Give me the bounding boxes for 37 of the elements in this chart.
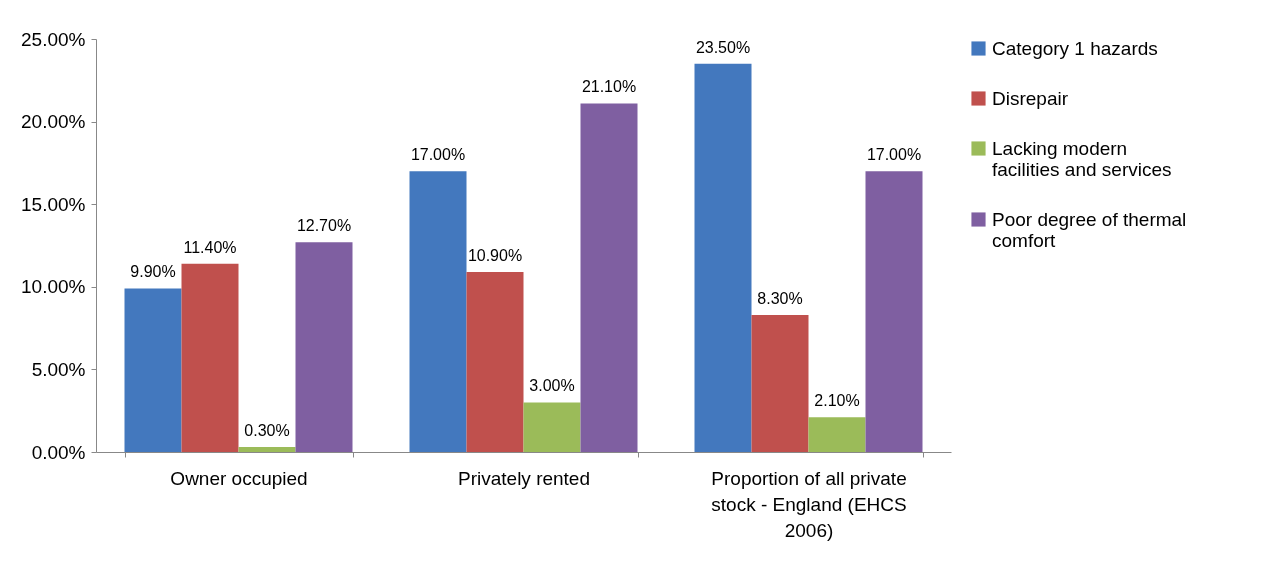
data-label: 2.10% [814,392,860,410]
bar [124,288,182,452]
y-tick-label: 25.00% [21,28,86,50]
data-label: 10.90% [467,246,523,264]
legend-label: Lacking modern facilities and services [992,137,1172,180]
x-tick-label: Proportion of all private stock - England (EHCS 2006) [711,467,907,541]
bar [580,103,638,452]
x-tick-label: Privately rented [457,467,591,489]
data-label: 17.00% [866,146,922,164]
bar [523,402,581,452]
y-tick-label: 10.00% [21,276,86,298]
bar [751,314,809,452]
bar [295,242,353,452]
data-label: 17.00% [410,146,466,164]
bar [181,263,239,452]
data-label: 23.50% [695,38,751,56]
y-tick-label: 5.00% [31,358,86,380]
bar [238,447,296,452]
bar [808,417,866,452]
data-label: 12.70% [296,217,352,235]
legend-label: Poor degree of thermal comfort [992,208,1187,251]
data-label: 21.10% [581,78,637,96]
bar [865,171,923,452]
bar [466,271,524,452]
legend-label: Category 1 hazards [992,37,1158,59]
y-tick-label: 0.00% [31,441,86,463]
data-label: 3.00% [529,377,575,395]
x-tick-label: Owner occupied [170,467,308,489]
data-label: 0.30% [244,422,290,440]
bar [409,171,467,452]
legend-label: Disrepair [992,87,1069,109]
bar [694,63,752,452]
data-label: 11.40% [183,238,237,256]
y-tick-label: 20.00% [21,111,86,133]
data-label: 8.30% [757,289,803,307]
data-label: 9.90% [130,263,176,281]
y-tick-label: 15.00% [21,193,86,215]
